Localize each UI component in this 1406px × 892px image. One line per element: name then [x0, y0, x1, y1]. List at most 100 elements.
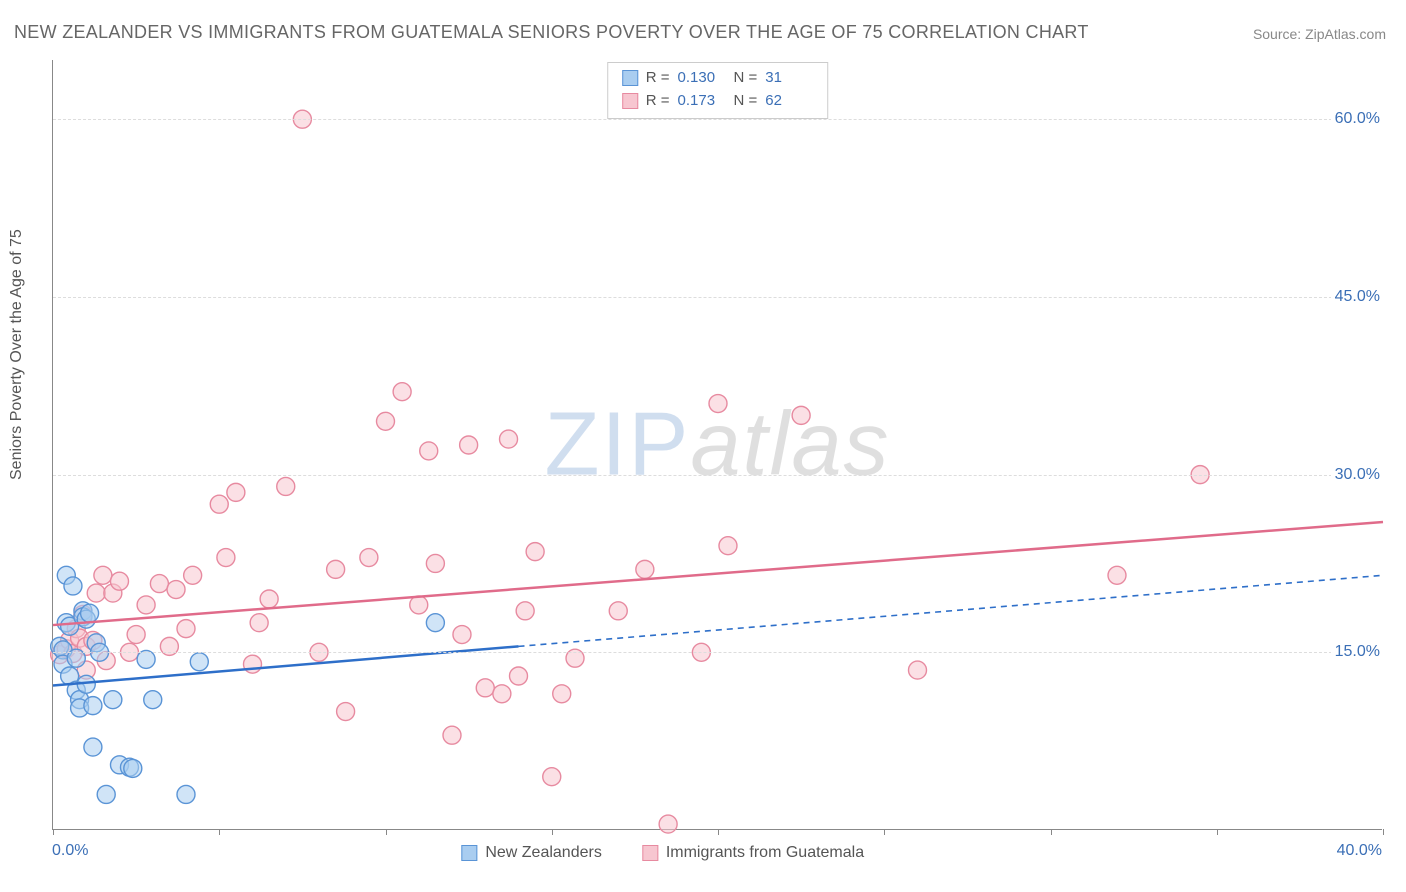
point-gt [360, 549, 378, 567]
point-gt [420, 442, 438, 460]
point-gt [184, 566, 202, 584]
n-value-nz: 31 [765, 67, 813, 90]
r-value-nz: 0.130 [678, 67, 726, 90]
point-gt [719, 537, 737, 555]
point-gt [260, 590, 278, 608]
legend-item-nz: New Zealanders [461, 844, 602, 862]
plot-svg [53, 60, 1382, 829]
n-label: N = [734, 67, 758, 90]
n-label: N = [734, 90, 758, 113]
y-tick-label: 45.0% [1331, 288, 1384, 306]
point-gt [709, 395, 727, 413]
point-gt [453, 626, 471, 644]
legend-swatch-nz [461, 845, 477, 861]
point-gt [636, 560, 654, 578]
point-gt [137, 596, 155, 614]
point-gt [337, 703, 355, 721]
y-tick-label: 30.0% [1331, 466, 1384, 484]
stats-row-nz: R = 0.130 N = 31 [622, 67, 814, 90]
chart-title: NEW ZEALANDER VS IMMIGRANTS FROM GUATEMA… [14, 22, 1089, 43]
chart-container: NEW ZEALANDER VS IMMIGRANTS FROM GUATEMA… [0, 0, 1406, 892]
point-gt [426, 554, 444, 572]
point-gt [127, 626, 145, 644]
legend-label-nz: New Zealanders [485, 844, 602, 862]
stats-row-gt: R = 0.173 N = 62 [622, 90, 814, 113]
x-tick [718, 829, 719, 835]
plot-area: ZIPatlas R = 0.130 N = 31 R = 0.173 N = … [52, 60, 1382, 830]
point-gt [510, 667, 528, 685]
r-value-gt: 0.173 [678, 90, 726, 113]
point-gt [217, 549, 235, 567]
point-gt [443, 726, 461, 744]
x-tick [884, 829, 885, 835]
point-gt [410, 596, 428, 614]
point-nz [104, 691, 122, 709]
legend-label-gt: Immigrants from Guatemala [666, 844, 864, 862]
y-tick-label: 60.0% [1331, 110, 1384, 128]
point-gt [87, 584, 105, 602]
point-gt [177, 620, 195, 638]
y-axis-label: Seniors Poverty Over the Age of 75 [8, 229, 26, 480]
legend-swatch-gt [642, 845, 658, 861]
point-nz [190, 653, 208, 671]
trend-gt [53, 522, 1383, 625]
point-gt [476, 679, 494, 697]
x-tick [1217, 829, 1218, 835]
point-gt [526, 543, 544, 561]
point-gt [460, 436, 478, 454]
point-nz [84, 697, 102, 715]
point-gt [250, 614, 268, 632]
point-gt [516, 602, 534, 620]
x-tick [219, 829, 220, 835]
legend-bottom: New Zealanders Immigrants from Guatemala [461, 844, 864, 862]
x-tick [53, 829, 54, 835]
point-gt [111, 572, 129, 590]
point-gt [500, 430, 518, 448]
r-label: R = [646, 90, 670, 113]
point-gt [543, 768, 561, 786]
point-gt [167, 581, 185, 599]
point-gt [792, 406, 810, 424]
gridline-h [53, 119, 1382, 120]
trend-nz-dashed [519, 575, 1384, 646]
point-nz [144, 691, 162, 709]
gridline-h [53, 475, 1382, 476]
point-gt [94, 566, 112, 584]
x-max-label: 40.0% [1337, 842, 1382, 860]
r-label: R = [646, 67, 670, 90]
y-tick-label: 15.0% [1331, 643, 1384, 661]
point-gt [210, 495, 228, 513]
point-nz [426, 614, 444, 632]
point-gt [227, 483, 245, 501]
point-gt [493, 685, 511, 703]
x-tick [386, 829, 387, 835]
point-gt [393, 383, 411, 401]
point-nz [124, 759, 142, 777]
legend-item-gt: Immigrants from Guatemala [642, 844, 864, 862]
point-gt [1108, 566, 1126, 584]
point-gt [150, 575, 168, 593]
source-label: Source: ZipAtlas.com [1253, 26, 1386, 42]
point-nz [64, 577, 82, 595]
x-tick [552, 829, 553, 835]
point-gt [553, 685, 571, 703]
gridline-h [53, 652, 1382, 653]
point-gt [277, 477, 295, 495]
point-nz [177, 785, 195, 803]
gridline-h [53, 297, 1382, 298]
point-gt [327, 560, 345, 578]
n-value-gt: 62 [765, 90, 813, 113]
x-origin-label: 0.0% [52, 842, 88, 860]
x-tick [1051, 829, 1052, 835]
swatch-nz [622, 70, 638, 86]
point-gt [659, 815, 677, 833]
point-nz [84, 738, 102, 756]
swatch-gt [622, 93, 638, 109]
point-nz [81, 604, 99, 622]
point-gt [909, 661, 927, 679]
point-nz [97, 785, 115, 803]
point-gt [377, 412, 395, 430]
point-gt [609, 602, 627, 620]
x-tick [1383, 829, 1384, 835]
stats-box: R = 0.130 N = 31 R = 0.173 N = 62 [607, 62, 829, 119]
